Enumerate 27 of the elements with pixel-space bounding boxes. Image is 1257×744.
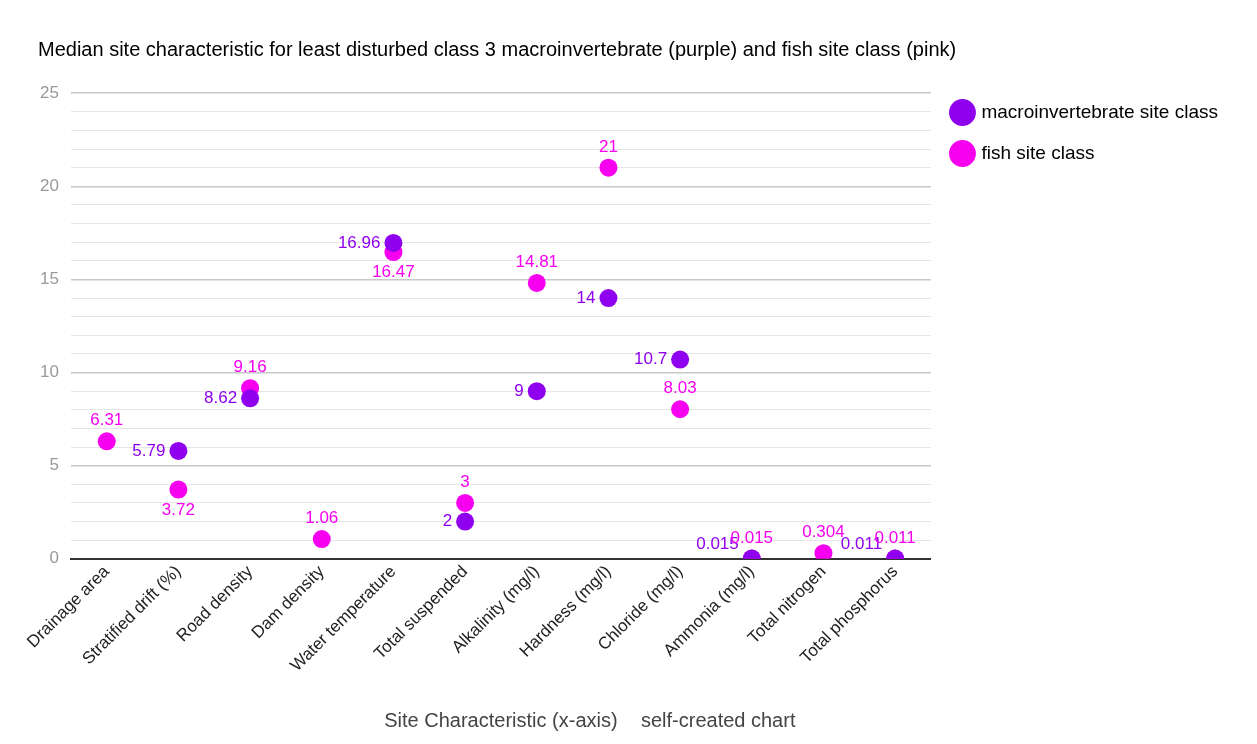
legend-label: macroinvertebrate site class bbox=[981, 100, 1219, 122]
y-tick-label: 15 bbox=[39, 269, 59, 289]
y-tick-label: 20 bbox=[39, 176, 59, 196]
chart-title: Median site characteristic for least disturbed class 3 macroinvertebrate (purple) and fish site class (pink) bbox=[37, 37, 958, 62]
data-label: 9.16 bbox=[233, 357, 267, 377]
x-axis-title: Site Characteristic (x-axis) bbox=[384, 708, 618, 731]
y-tick-label: 0 bbox=[49, 548, 59, 568]
y-tick-label: 5 bbox=[49, 455, 59, 475]
data-label: 1.06 bbox=[305, 508, 339, 528]
y-tick-label: 25 bbox=[39, 82, 59, 102]
data-label: 8.03 bbox=[663, 378, 697, 398]
data-label: 16.47 bbox=[372, 262, 415, 282]
y-tick-label: 10 bbox=[39, 362, 59, 382]
data-label: 14.81 bbox=[515, 252, 559, 272]
data-label: 6.31 bbox=[90, 410, 124, 430]
data-label: 21 bbox=[598, 136, 618, 156]
data-label: 9 bbox=[514, 380, 524, 400]
data-label: 14 bbox=[576, 287, 596, 307]
data-label: 8.62 bbox=[203, 387, 238, 407]
data-label: 16.96 bbox=[337, 232, 381, 252]
data-label: 10.7 bbox=[634, 349, 668, 369]
data-label: 5.79 bbox=[132, 440, 166, 460]
data-label: 3.72 bbox=[161, 499, 195, 519]
data-label: 3 bbox=[460, 472, 470, 492]
data-label: 2 bbox=[442, 511, 453, 531]
legend-label: fish site class bbox=[981, 141, 1095, 163]
text: self-created chart bbox=[640, 709, 796, 731]
